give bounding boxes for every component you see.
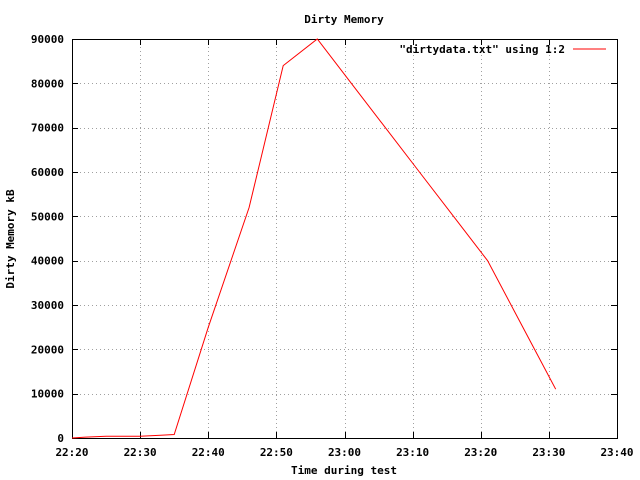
y-tick-label: 0	[57, 432, 64, 445]
legend: "dirtydata.txt" using 1:2	[399, 43, 606, 56]
chart-title: Dirty Memory	[304, 13, 384, 26]
x-tick-label: 23:20	[464, 446, 497, 459]
y-tick-label: 40000	[31, 255, 64, 268]
x-tick-label: 22:20	[55, 446, 88, 459]
y-tick-label: 80000	[31, 77, 64, 90]
axis-ticks	[72, 39, 618, 439]
y-tick-label: 20000	[31, 343, 64, 356]
x-tick-label: 23:00	[328, 446, 361, 459]
series-line	[71, 38, 557, 439]
x-tick-label: 22:50	[260, 446, 293, 459]
y-axis-label: Dirty Memory kB	[4, 189, 17, 289]
grid	[72, 39, 617, 438]
legend-label: "dirtydata.txt" using 1:2	[399, 43, 565, 56]
x-tick-label: 23:30	[532, 446, 565, 459]
series-group	[71, 38, 557, 439]
y-tick-label: 10000	[31, 388, 64, 401]
y-tick-label: 50000	[31, 210, 64, 223]
x-axis-label: Time during test	[291, 464, 397, 477]
y-tick-label: 30000	[31, 299, 64, 312]
y-tick-label: 90000	[31, 33, 64, 46]
y-tick-label: 60000	[31, 166, 64, 179]
y-axis: 0 10000 20000 30000 40000 50000 60000 70000 8000…	[31, 33, 64, 445]
x-tick-label: 22:40	[192, 446, 225, 459]
x-tick-label: 23:40	[600, 446, 633, 459]
y-tick-label: 70000	[31, 122, 64, 135]
x-tick-label: 23:10	[396, 446, 429, 459]
x-tick-label: 22:30	[124, 446, 157, 459]
x-axis: 22:20 22:30 22:40 22:50 23:00 23:10 23:20 23:30…	[55, 446, 633, 459]
